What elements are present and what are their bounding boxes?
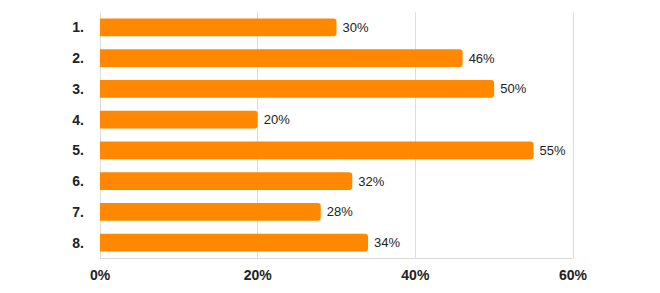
svg-text:6.: 6. bbox=[72, 173, 84, 189]
svg-text:28%: 28% bbox=[327, 204, 353, 219]
svg-text:55%: 55% bbox=[540, 143, 566, 158]
svg-text:1.: 1. bbox=[72, 19, 84, 35]
svg-text:32%: 32% bbox=[358, 174, 384, 189]
svg-text:20%: 20% bbox=[264, 112, 290, 127]
svg-text:7.: 7. bbox=[72, 204, 84, 220]
svg-text:46%: 46% bbox=[469, 51, 495, 66]
svg-text:60%: 60% bbox=[559, 267, 588, 283]
svg-text:40%: 40% bbox=[401, 267, 430, 283]
svg-text:2.: 2. bbox=[72, 50, 84, 66]
svg-text:34%: 34% bbox=[374, 235, 400, 250]
svg-text:8.: 8. bbox=[72, 235, 84, 251]
svg-text:5.: 5. bbox=[72, 142, 84, 158]
svg-text:3.: 3. bbox=[72, 81, 84, 97]
svg-text:0%: 0% bbox=[90, 267, 111, 283]
svg-text:50%: 50% bbox=[500, 81, 526, 96]
svg-text:30%: 30% bbox=[343, 20, 369, 35]
svg-text:4.: 4. bbox=[72, 112, 84, 128]
svg-text:20%: 20% bbox=[244, 267, 273, 283]
